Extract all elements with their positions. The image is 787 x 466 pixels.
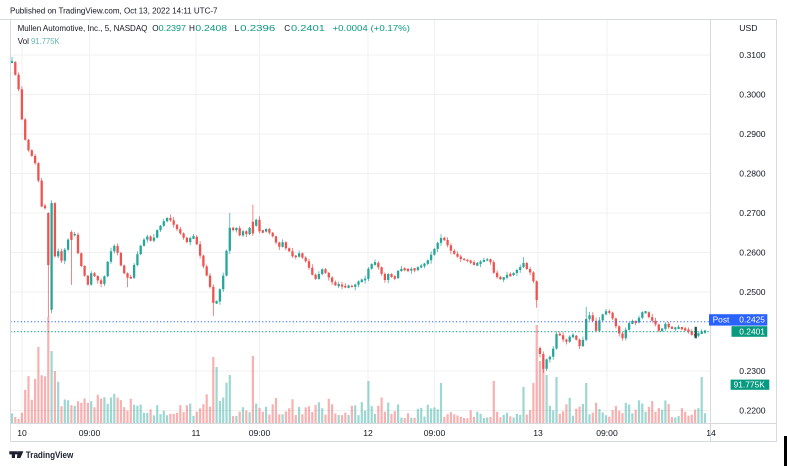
svg-text:14: 14 [706,428,716,438]
svg-text:11: 11 [192,428,201,438]
svg-text:0.2600: 0.2600 [739,248,766,258]
svg-text:0.2425: 0.2425 [739,315,765,325]
svg-text:0.2800: 0.2800 [739,169,766,179]
svg-text:13: 13 [533,428,543,438]
svg-text:91.775K: 91.775K [734,380,766,390]
svg-text:0.2300: 0.2300 [739,366,766,376]
svg-text:0.2200: 0.2200 [739,406,766,416]
svg-text:USD: USD [739,23,757,33]
svg-text:09:00: 09:00 [424,428,446,438]
svg-text:TradingView: TradingView [26,450,74,461]
svg-text:Published on TradingView.com,: Published on TradingView.com, Oct 13, 20… [10,6,218,16]
svg-text:0.3100: 0.3100 [739,50,766,60]
svg-text:09:00: 09:00 [249,428,271,438]
svg-text:Post: Post [713,315,730,325]
svg-text:0.2900: 0.2900 [739,129,766,139]
svg-text:09:00: 09:00 [596,428,618,438]
svg-text:Mullen Automotive, Inc., 5, NA: Mullen Automotive, Inc., 5, NASDAQ O H L C [18,24,291,33]
svg-text:09:00: 09:00 [79,428,101,438]
svg-text:12: 12 [363,428,373,438]
svg-text:0.2500: 0.2500 [739,287,766,297]
svg-text:0.2401: 0.2401 [739,326,765,336]
svg-text:10: 10 [17,428,27,438]
svg-text:0.2700: 0.2700 [739,208,766,218]
svg-text:0.3000: 0.3000 [739,90,766,100]
